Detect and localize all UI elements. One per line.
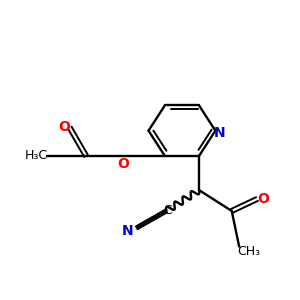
Text: CH₃: CH₃ [237, 245, 260, 258]
Text: O: O [58, 120, 70, 134]
Text: N: N [214, 126, 226, 140]
Text: O: O [258, 192, 269, 206]
Text: H₃C: H₃C [25, 149, 48, 162]
Text: N: N [122, 224, 134, 238]
Text: O: O [117, 157, 129, 171]
Text: C: C [163, 203, 172, 217]
